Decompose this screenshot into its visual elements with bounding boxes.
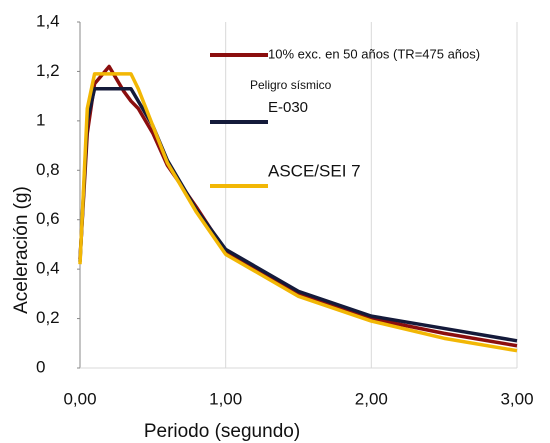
y-tick-label: 1 xyxy=(36,110,45,129)
y-axis-title: Aceleración (g) xyxy=(11,186,32,314)
legend-label: E-030 xyxy=(268,99,308,116)
y-tick-label: 0,8 xyxy=(36,160,60,179)
x-tick-label: 1,00 xyxy=(209,389,242,408)
series-line xyxy=(78,72,518,353)
series-line xyxy=(78,64,518,348)
y-tick-label: 1,4 xyxy=(36,11,60,30)
x-tick-label: 0,00 xyxy=(63,389,96,408)
y-tick-label: 0,4 xyxy=(36,259,60,278)
y-tick-label: 0 xyxy=(36,357,45,376)
x-tick-label: 2,00 xyxy=(355,389,388,408)
legend-annotation: Peligro sísmico xyxy=(250,78,332,92)
y-tick-label: 0,6 xyxy=(36,209,60,228)
y-tick-label: 0,2 xyxy=(36,308,60,327)
legend-label: ASCE/SEI 7 xyxy=(268,161,361,180)
legend-label: 10% exc. en 50 años (TR=475 años) xyxy=(268,46,480,61)
x-axis-title: Periodo (segundo) xyxy=(144,421,300,442)
series-line xyxy=(78,86,518,343)
y-tick-label: 1,2 xyxy=(36,61,60,80)
x-tick-label: 3,00 xyxy=(500,389,533,408)
